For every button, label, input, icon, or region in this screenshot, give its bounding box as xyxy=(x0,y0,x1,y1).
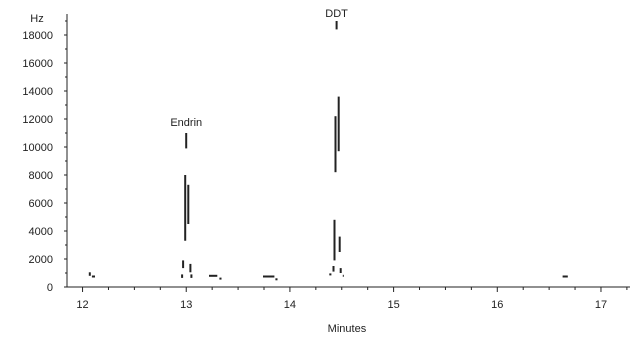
x-tick-label: 13 xyxy=(180,299,192,311)
x-tick-label: 12 xyxy=(76,299,88,311)
y-tick-label: 2000 xyxy=(29,254,53,266)
x-axis-title: Minutes xyxy=(328,323,367,335)
x-tick-label: 14 xyxy=(284,299,296,311)
y-tick-label: 0 xyxy=(47,282,53,294)
y-tick-label: 16000 xyxy=(22,58,53,70)
chromatogram-trace xyxy=(88,21,568,281)
y-axis-title: Hz xyxy=(30,13,43,25)
x-tick-label: 17 xyxy=(595,299,607,311)
y-tick-label: 18000 xyxy=(22,30,53,42)
x-tick-label: 16 xyxy=(491,299,503,311)
axes xyxy=(64,14,630,292)
y-tick-label: 14000 xyxy=(22,86,53,98)
peak-label-ddt: DDT xyxy=(325,8,348,20)
x-tick-label: 15 xyxy=(387,299,399,311)
y-tick-label: 4000 xyxy=(29,226,53,238)
y-tick-label: 12000 xyxy=(22,114,53,126)
labels: Hz Minutes 0 2000 4000 6000 8000 10000 12000 14… xyxy=(22,8,607,335)
y-tick-label: 10000 xyxy=(22,142,53,154)
peak-label-endrin: Endrin xyxy=(170,117,202,129)
y-tick-label: 6000 xyxy=(29,198,53,210)
y-tick-label: 8000 xyxy=(29,170,53,182)
